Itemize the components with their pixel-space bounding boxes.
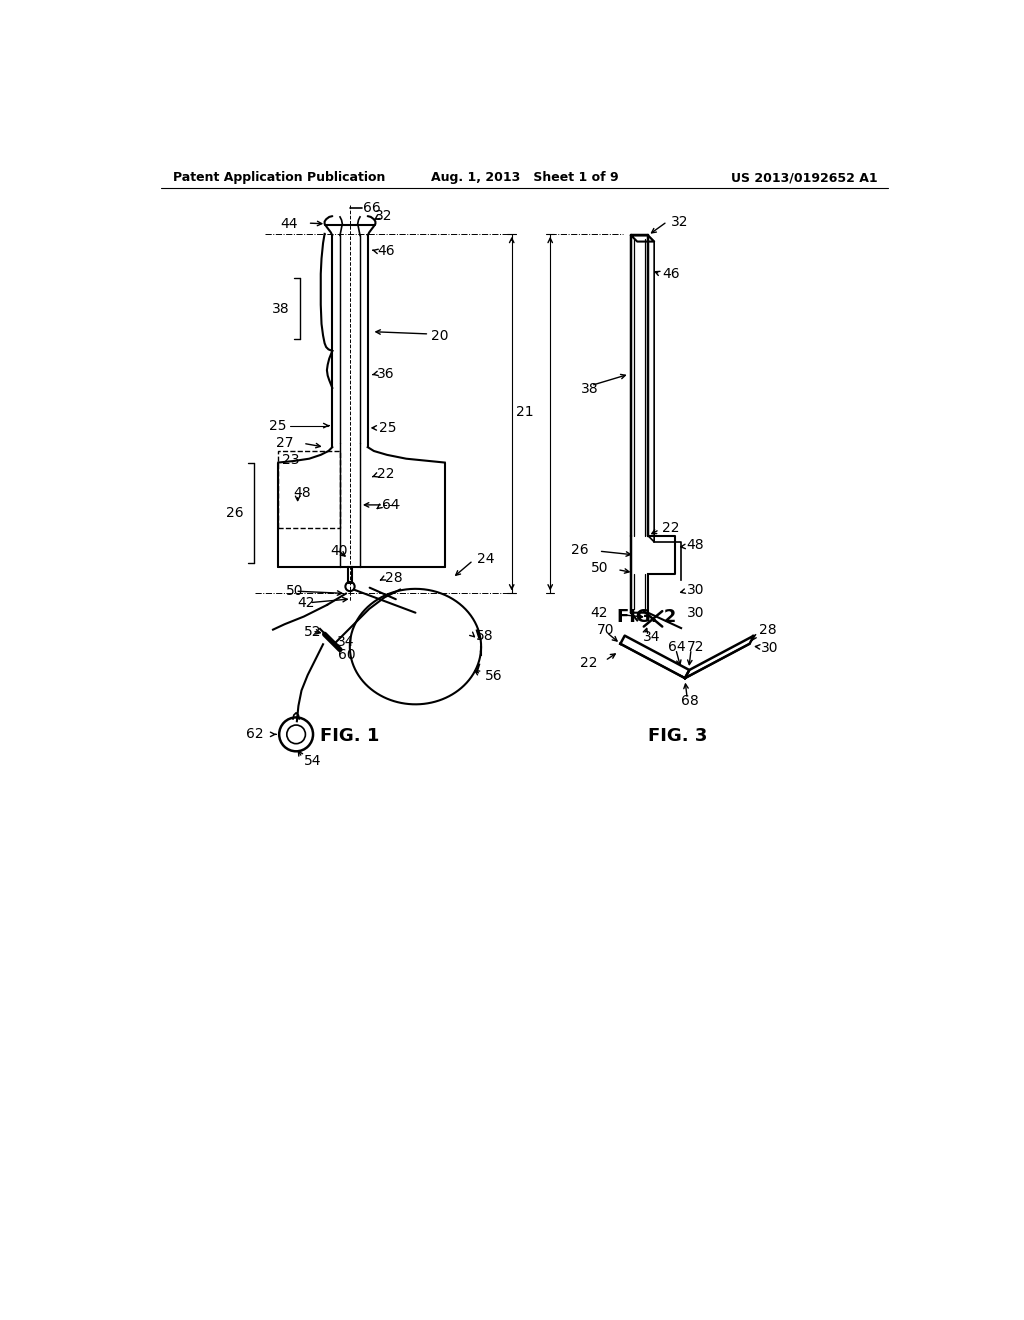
Text: 46: 46 xyxy=(662,267,680,281)
Text: 28: 28 xyxy=(759,623,776,638)
Text: 64: 64 xyxy=(668,640,686,655)
Text: 22: 22 xyxy=(377,467,394,480)
Text: 36: 36 xyxy=(377,367,394,381)
Text: 44: 44 xyxy=(281,216,298,231)
Text: 54: 54 xyxy=(304,754,322,767)
Text: 46: 46 xyxy=(377,244,394,257)
Text: 42: 42 xyxy=(591,606,608,619)
Text: 32: 32 xyxy=(671,215,688,228)
Text: 50: 50 xyxy=(286,585,303,598)
Text: 30: 30 xyxy=(761,640,778,655)
Text: 25: 25 xyxy=(268,418,286,433)
Text: 40: 40 xyxy=(331,544,348,558)
Text: 27: 27 xyxy=(276,437,294,450)
Text: 50: 50 xyxy=(591,561,608,576)
Text: 64: 64 xyxy=(382,498,399,512)
Text: 58: 58 xyxy=(475,628,494,643)
Text: 42: 42 xyxy=(298,597,315,610)
Text: US 2013/0192652 A1: US 2013/0192652 A1 xyxy=(731,172,878,185)
Text: 25: 25 xyxy=(379,421,396,434)
Text: 22: 22 xyxy=(580,656,597,671)
Text: 34: 34 xyxy=(337,635,354,649)
Text: 26: 26 xyxy=(226,506,244,520)
Text: 26: 26 xyxy=(571,543,589,557)
Text: FIG. 3: FIG. 3 xyxy=(647,727,707,744)
Bar xyxy=(279,451,340,528)
Text: FIG. 2: FIG. 2 xyxy=(616,607,676,626)
Text: 66: 66 xyxy=(364,202,381,215)
Text: 21: 21 xyxy=(516,405,534,420)
Text: 32: 32 xyxy=(376,209,393,223)
Text: 22: 22 xyxy=(662,521,679,535)
Text: 38: 38 xyxy=(581,383,599,396)
Text: 38: 38 xyxy=(272,301,290,315)
Text: 30: 30 xyxy=(686,582,705,597)
Text: 30: 30 xyxy=(686,606,705,619)
Text: 28: 28 xyxy=(385,572,402,585)
Text: 68: 68 xyxy=(681,694,698,709)
Text: 62: 62 xyxy=(246,727,264,742)
Text: 23: 23 xyxy=(283,453,300,467)
Text: 70: 70 xyxy=(597,623,614,638)
Text: 34: 34 xyxy=(643,631,660,644)
Text: 20: 20 xyxy=(431,329,449,342)
Text: Aug. 1, 2013   Sheet 1 of 9: Aug. 1, 2013 Sheet 1 of 9 xyxy=(431,172,618,185)
Text: 52: 52 xyxy=(304,624,322,639)
Text: 48: 48 xyxy=(294,486,311,500)
Text: 56: 56 xyxy=(484,669,503,682)
Text: 24: 24 xyxy=(477,552,495,566)
Text: FIG. 1: FIG. 1 xyxy=(321,727,380,744)
Text: 48: 48 xyxy=(686,539,705,552)
Text: 60: 60 xyxy=(339,648,356,663)
Text: Patent Application Publication: Patent Application Publication xyxy=(173,172,385,185)
Text: 72: 72 xyxy=(686,640,705,655)
